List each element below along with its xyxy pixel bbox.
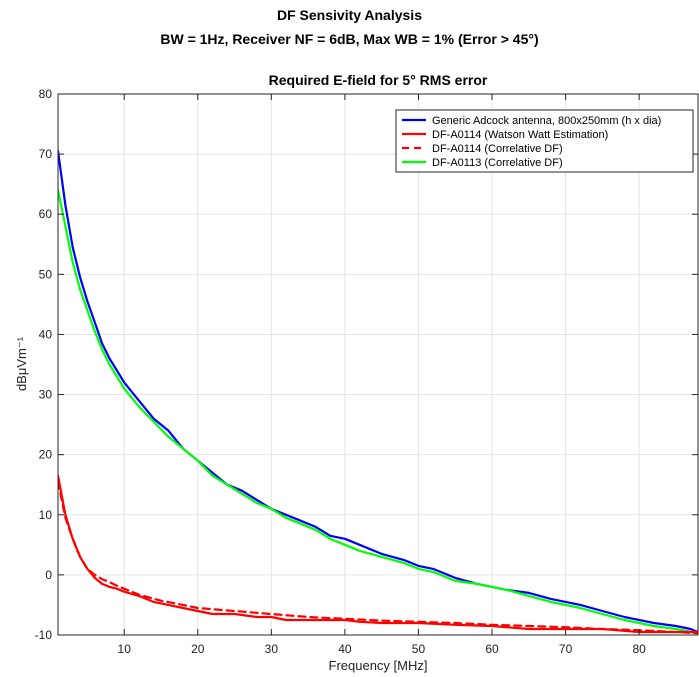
series-line-4 bbox=[58, 189, 698, 635]
x-axis-title: Frequency [MHz] bbox=[329, 658, 428, 673]
ticks-layer: 10 20 30 40 50 60 70 80 -10 0 10 20 30 40 50 60 70 80 bbox=[35, 87, 698, 656]
y-tick-label: 60 bbox=[39, 207, 53, 221]
x-tick-label: 20 bbox=[191, 642, 205, 656]
y-tick-label: 20 bbox=[39, 448, 53, 462]
legend-label-2: DF-A0114 (Watson Watt Estimation) bbox=[432, 129, 608, 141]
series-line-2 bbox=[58, 474, 698, 634]
legend-box bbox=[395, 109, 694, 173]
y-tick-label: 70 bbox=[39, 147, 53, 161]
y-tick-label: -10 bbox=[35, 628, 53, 642]
x-tick-label: 10 bbox=[118, 642, 132, 656]
legend-label-4: DF-A0113 (Correlative DF) bbox=[432, 157, 563, 169]
legend: Generic Adcock antenna, 800x250mm (h x d… bbox=[395, 109, 694, 173]
y-tick-label: 80 bbox=[39, 87, 53, 101]
series-layer bbox=[58, 150, 698, 635]
y-axis-title: dBμVm⁻¹ bbox=[14, 336, 29, 391]
legend-label-3: DF-A0114 (Correlative DF) bbox=[432, 143, 563, 155]
y-tick-label: 30 bbox=[39, 388, 53, 402]
y-tick-label: 40 bbox=[39, 327, 53, 341]
chart-title: Required E-field for 5° RMS error bbox=[269, 72, 488, 88]
series-line-3 bbox=[58, 480, 698, 635]
page-title: DF Sensivity Analysis bbox=[277, 7, 422, 23]
y-tick-label: 0 bbox=[45, 568, 52, 582]
plot-frame bbox=[57, 93, 699, 636]
x-tick-label: 70 bbox=[559, 642, 573, 656]
series-line-1 bbox=[58, 150, 698, 634]
y-tick-label: 50 bbox=[39, 267, 53, 281]
grid-layer bbox=[58, 93, 698, 636]
x-tick-label: 60 bbox=[485, 642, 499, 656]
y-tick-label: 10 bbox=[39, 508, 53, 522]
legend-label-1: Generic Adcock antenna, 800x250mm (h x d… bbox=[432, 115, 661, 127]
x-tick-label: 50 bbox=[412, 642, 426, 656]
x-tick-label: 80 bbox=[632, 642, 646, 656]
page-subtitle: BW = 1Hz, Receiver NF = 6dB, Max WB = 1%… bbox=[160, 31, 539, 47]
x-tick-label: 40 bbox=[338, 642, 352, 656]
x-tick-label: 30 bbox=[265, 642, 279, 656]
